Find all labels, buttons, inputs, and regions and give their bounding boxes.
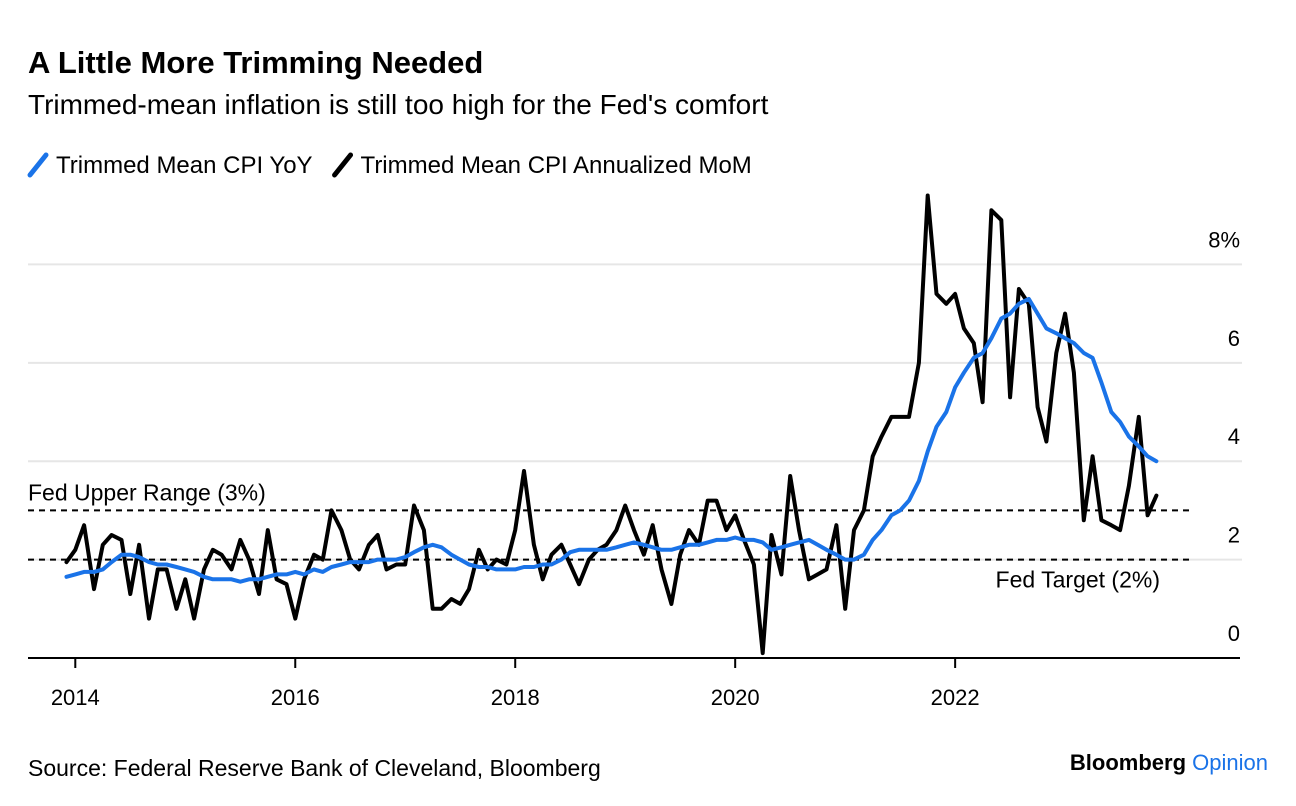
legend-swatch	[332, 152, 354, 178]
series-line	[64, 193, 1159, 656]
source: Source: Federal Reserve Bank of Clevelan…	[28, 755, 601, 781]
x-tick-label: 2016	[271, 685, 320, 710]
x-tick-label: 2020	[711, 685, 760, 710]
legend-label: Trimmed Mean CPI YoY	[56, 152, 313, 179]
y-tick-label: 6	[1228, 326, 1240, 351]
x-tick-label: 2018	[491, 685, 540, 710]
y-tick-label: 4	[1228, 424, 1240, 449]
reference-label: Fed Target (2%)	[996, 567, 1160, 593]
series-line	[64, 296, 1159, 584]
chart-subtitle: Trimmed-mean inflation is still too high…	[28, 89, 769, 120]
y-tick-label: 0	[1228, 621, 1240, 646]
reference-label: Fed Upper Range (3%)	[28, 479, 266, 505]
y-tick-label: 2	[1228, 523, 1240, 548]
y-tick-label: 8%	[1208, 227, 1240, 252]
chart-title: A Little More Trimming Needed	[28, 45, 483, 80]
x-tick-label: 2014	[51, 685, 100, 710]
brand-section: Opinion	[1192, 750, 1268, 775]
brand: Bloomberg Opinion	[1070, 750, 1268, 775]
legend-swatch	[27, 152, 49, 178]
brand-name: Bloomberg	[1070, 750, 1186, 775]
legend-label: Trimmed Mean CPI Annualized MoM	[361, 152, 752, 179]
x-tick-label: 2022	[931, 685, 980, 710]
